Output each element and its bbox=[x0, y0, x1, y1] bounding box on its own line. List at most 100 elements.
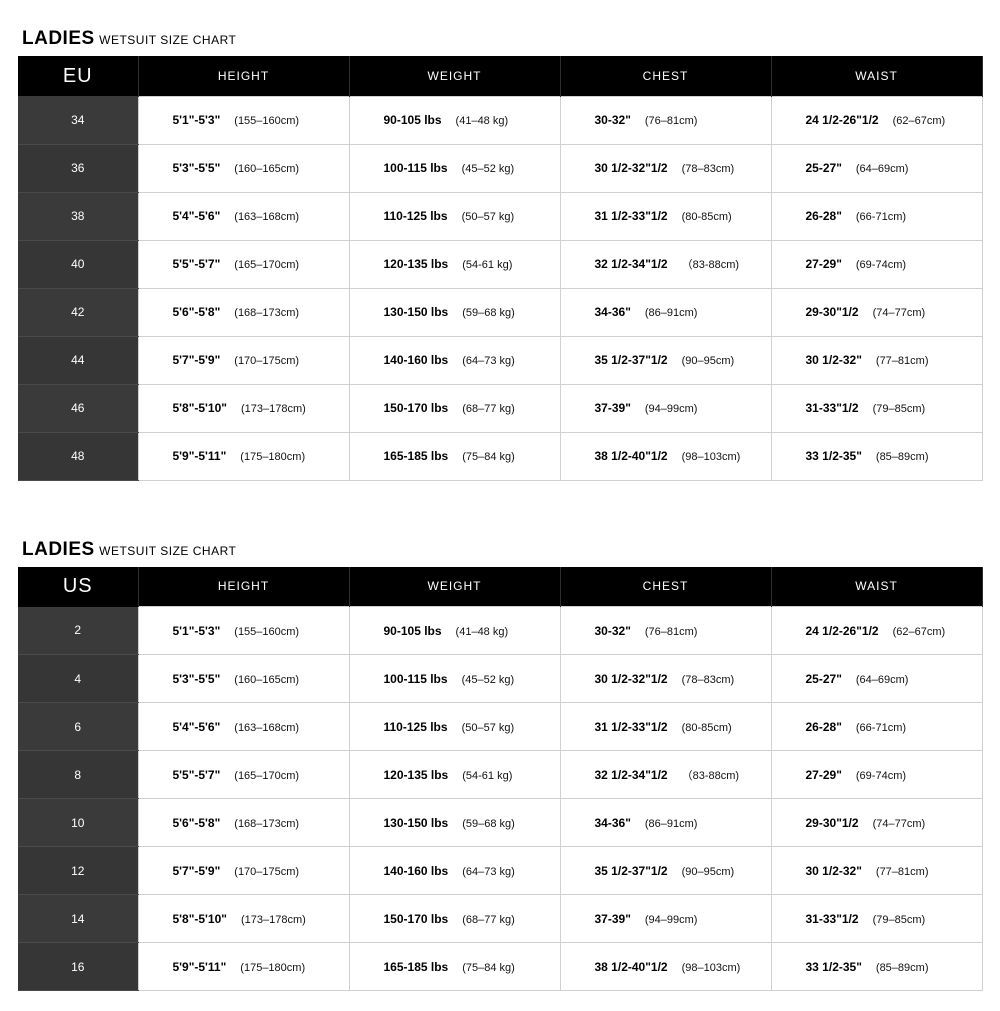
chest-cell: 30 1/2-32"1/2(78–83cm) bbox=[560, 655, 771, 703]
waist-cell: 29-30"1/2(74–77cm) bbox=[771, 799, 982, 847]
weight-cell: 150-170 lbs(68–77 kg) bbox=[349, 384, 560, 432]
weight-cell-paren: (41–48 kg) bbox=[456, 115, 509, 127]
waist-cell-main: 30 1/2-32" bbox=[806, 864, 862, 878]
weight-cell-paren: (68–77 kg) bbox=[462, 403, 515, 415]
col-size: US bbox=[18, 567, 138, 607]
chest-cell-paren: (78–83cm) bbox=[682, 674, 735, 686]
col-waist: WAIST bbox=[771, 567, 982, 607]
height-cell: 5'9"-5'11"(175–180cm) bbox=[138, 432, 349, 480]
table-row: 465'8"-5'10"(173–178cm)150-170 lbs(68–77… bbox=[18, 384, 982, 432]
title-bold: LADIES bbox=[22, 539, 95, 560]
weight-cell-paren: (54-61 kg) bbox=[462, 770, 512, 782]
weight-cell-paren: (45–52 kg) bbox=[462, 163, 515, 175]
weight-cell-paren: (64–73 kg) bbox=[462, 355, 515, 367]
waist-cell-paren: (66-71cm) bbox=[856, 722, 906, 734]
height-cell-paren: (163–168cm) bbox=[234, 722, 299, 734]
size-cell: 10 bbox=[18, 799, 138, 847]
waist-cell-main: 29-30"1/2 bbox=[806, 305, 859, 319]
table-row: 25'1"-5'3"(155–160cm)90-105 lbs(41–48 kg… bbox=[18, 607, 982, 655]
weight-cell-main: 140-160 lbs bbox=[384, 864, 449, 878]
table-row: 85'5"-5'7"(165–170cm)120-135 lbs(54-61 k… bbox=[18, 751, 982, 799]
size-cell: 36 bbox=[18, 144, 138, 192]
height-cell: 5'1"-5'3" (155–160cm) bbox=[138, 96, 349, 144]
height-cell-paren: (155–160cm) bbox=[234, 626, 299, 638]
waist-cell: 25-27"(64–69cm) bbox=[771, 144, 982, 192]
table-row: 485'9"-5'11"(175–180cm)165-185 lbs(75–84… bbox=[18, 432, 982, 480]
height-cell-paren: (155–160cm) bbox=[234, 115, 299, 127]
waist-cell-main: 33 1/2-35" bbox=[806, 960, 862, 974]
height-cell: 5'4"-5'6"(163–168cm) bbox=[138, 192, 349, 240]
weight-cell-main: 100-115 lbs bbox=[384, 672, 448, 686]
size-cell: 6 bbox=[18, 703, 138, 751]
weight-cell-main: 120-135 lbs bbox=[384, 257, 449, 271]
col-height: HEIGHT bbox=[138, 56, 349, 96]
weight-cell: 130-150 lbs(59–68 kg) bbox=[349, 288, 560, 336]
waist-cell-paren: (74–77cm) bbox=[873, 818, 926, 830]
height-cell-paren: (168–173cm) bbox=[234, 818, 299, 830]
title-bold: LADIES bbox=[22, 28, 95, 49]
col-chest: CHEST bbox=[560, 56, 771, 96]
waist-cell-main: 25-27" bbox=[806, 672, 842, 686]
size-cell: 12 bbox=[18, 847, 138, 895]
weight-cell-main: 130-150 lbs bbox=[384, 816, 449, 830]
waist-cell-main: 26-28" bbox=[806, 720, 842, 734]
chart-title-eu: LADIES WETSUIT SIZE CHART bbox=[22, 28, 982, 50]
table-row: 405'5"-5'7"(165–170cm)120-135 lbs(54-61 … bbox=[18, 240, 982, 288]
table-row: 105'6"-5'8"(168–173cm)130-150 lbs(59–68 … bbox=[18, 799, 982, 847]
height-cell-paren: (175–180cm) bbox=[240, 962, 305, 974]
waist-cell-paren: (77–81cm) bbox=[876, 355, 929, 367]
waist-cell-paren: (85–89cm) bbox=[876, 451, 929, 463]
chest-cell-main: 30-32" bbox=[595, 624, 631, 638]
chest-cell: 31 1/2-33"1/2(80-85cm) bbox=[560, 192, 771, 240]
chest-cell-main: 37-39" bbox=[595, 912, 631, 926]
header-row: EU HEIGHT WEIGHT CHEST WAIST bbox=[18, 56, 982, 96]
height-cell-paren: (175–180cm) bbox=[240, 451, 305, 463]
waist-cell: 26-28"(66-71cm) bbox=[771, 192, 982, 240]
size-cell: 46 bbox=[18, 384, 138, 432]
waist-cell-main: 30 1/2-32" bbox=[806, 353, 862, 367]
chest-cell-paren: (76–81cm) bbox=[645, 626, 698, 638]
size-table-eu: EU HEIGHT WEIGHT CHEST WAIST 345'1"-5'3"… bbox=[18, 56, 983, 481]
weight-cell-paren: (41–48 kg) bbox=[456, 626, 509, 638]
height-cell: 5'5"-5'7"(165–170cm) bbox=[138, 751, 349, 799]
weight-cell-paren: (50–57 kg) bbox=[462, 211, 515, 223]
waist-cell-paren: (64–69cm) bbox=[856, 674, 909, 686]
height-cell: 5'4"-5'6"(163–168cm) bbox=[138, 703, 349, 751]
waist-cell: 31-33"1/2(79–85cm) bbox=[771, 384, 982, 432]
table-row: 65'4"-5'6"(163–168cm)110-125 lbs(50–57 k… bbox=[18, 703, 982, 751]
chest-cell-main: 32 1/2-34"1/2 bbox=[595, 257, 668, 271]
size-cell: 44 bbox=[18, 336, 138, 384]
chest-cell-main: 32 1/2-34"1/2 bbox=[595, 768, 668, 782]
size-cell: 38 bbox=[18, 192, 138, 240]
weight-cell: 165-185 lbs(75–84 kg) bbox=[349, 943, 560, 991]
chest-cell: 31 1/2-33"1/2(80-85cm) bbox=[560, 703, 771, 751]
table-row: 385'4"-5'6"(163–168cm)110-125 lbs(50–57 … bbox=[18, 192, 982, 240]
weight-cell-main: 140-160 lbs bbox=[384, 353, 449, 367]
height-cell: 5'5"-5'7"(165–170cm) bbox=[138, 240, 349, 288]
chest-cell-paren: (80-85cm) bbox=[682, 722, 732, 734]
height-cell-paren: (160–165cm) bbox=[234, 163, 299, 175]
height-cell-main: 5'1"-5'3" bbox=[173, 113, 221, 127]
chest-cell: 38 1/2-40"1/2(98–103cm) bbox=[560, 432, 771, 480]
size-cell: 48 bbox=[18, 432, 138, 480]
col-chest: CHEST bbox=[560, 567, 771, 607]
chest-cell-main: 34-36" bbox=[595, 305, 631, 319]
title-light: WETSUIT SIZE CHART bbox=[99, 544, 236, 558]
weight-cell: 165-185 lbs(75–84 kg) bbox=[349, 432, 560, 480]
waist-cell-paren: (74–77cm) bbox=[873, 307, 926, 319]
height-cell-main: 5'7"-5'9" bbox=[173, 864, 221, 878]
chest-cell-paren: (86–91cm) bbox=[645, 307, 698, 319]
chest-cell: 30-32" (76–81cm) bbox=[560, 607, 771, 655]
weight-cell-main: 110-125 lbs bbox=[384, 720, 448, 734]
waist-cell: 25-27" (64–69cm) bbox=[771, 655, 982, 703]
height-cell: 5'6"-5'8"(168–173cm) bbox=[138, 799, 349, 847]
weight-cell-paren: (59–68 kg) bbox=[462, 307, 515, 319]
waist-cell-main: 24 1/2-26"1/2 bbox=[806, 113, 879, 127]
chest-cell: 37-39"(94–99cm) bbox=[560, 384, 771, 432]
weight-cell-main: 100-115 lbs bbox=[384, 161, 448, 175]
waist-cell: 31-33"1/2(79–85cm) bbox=[771, 895, 982, 943]
weight-cell: 90-105 lbs(41–48 kg) bbox=[349, 607, 560, 655]
weight-cell: 110-125 lbs(50–57 kg) bbox=[349, 192, 560, 240]
height-cell-paren: (165–170cm) bbox=[234, 770, 299, 782]
chest-cell: 34-36"(86–91cm) bbox=[560, 799, 771, 847]
